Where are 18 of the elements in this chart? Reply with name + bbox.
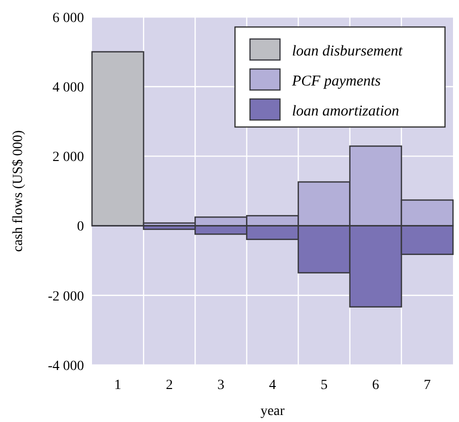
y-tick-label: 6 000 — [52, 10, 84, 26]
x-tick-label: 3 — [217, 378, 224, 393]
x-tick-label: 2 — [166, 378, 173, 393]
x-tick-label: 4 — [269, 378, 276, 393]
x-tick-label: 6 — [372, 378, 380, 393]
y-tick-label: 2 000 — [52, 150, 84, 166]
x-axis-title: year — [260, 404, 285, 419]
y-axis-title: cash flows (US$ 000) — [11, 130, 26, 252]
y-tick-label: -2 000 — [48, 289, 84, 304]
x-tick-label: 7 — [424, 378, 431, 393]
y-tick-label: 0 — [77, 220, 84, 235]
x-tick-label: 5 — [320, 378, 328, 393]
legend-label: loan disbursement — [292, 43, 404, 60]
y-tick-label: -4 000 — [48, 358, 84, 374]
y-tick-label: 4 000 — [52, 80, 84, 96]
x-tick-label: 1 — [114, 378, 122, 393]
legend-label: PCF payments — [291, 73, 381, 90]
legend-label: loan amortization — [292, 103, 400, 120]
